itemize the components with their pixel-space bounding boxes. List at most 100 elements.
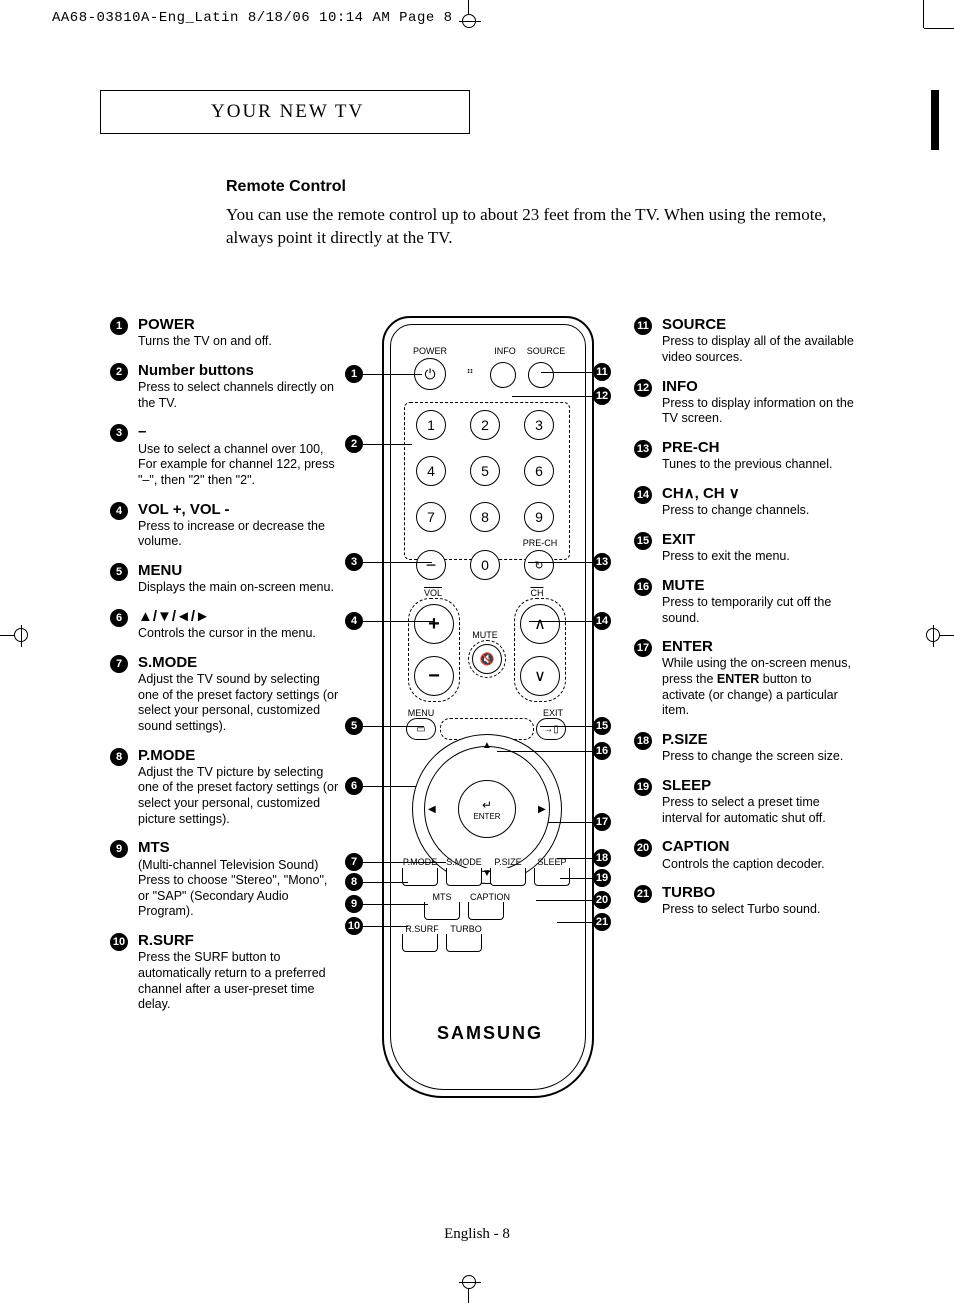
bullet-number: 7	[110, 655, 128, 673]
item-heading: S.MODE	[138, 654, 340, 671]
mute-label: MUTE	[470, 630, 500, 640]
callout-bullet: 16	[593, 742, 611, 760]
item-desc: Press to display all of the available vi…	[662, 334, 854, 365]
callout-line	[557, 922, 593, 923]
remote-illustration: SAMSUNG POWER INFO SOURCE ⏻ ⠶ 1 2 3 4 5 …	[368, 316, 608, 1100]
item-desc: Tunes to the previous channel.	[662, 457, 854, 473]
callout-bullet: 11	[593, 363, 611, 381]
crop-mark	[462, 14, 476, 28]
item-desc: (Multi-channel Television Sound) Press t…	[138, 858, 340, 921]
btn-6: 6	[524, 456, 554, 486]
list-item: 14CH∧, CH ∨Press to change channels.	[634, 485, 854, 519]
item-desc: Use to select a channel over 100, For ex…	[138, 442, 340, 489]
exit-button: →▯	[536, 718, 566, 740]
item-desc: Press to increase or decrease the volume…	[138, 519, 340, 550]
item-desc: Controls the cursor in the menu.	[138, 626, 340, 642]
arrow-left-icon: ◀	[428, 804, 436, 815]
item-heading: TURBO	[662, 884, 854, 901]
section-title: Remote Control	[226, 178, 346, 196]
list-item: 10R.SURFPress the SURF button to automat…	[110, 932, 340, 1013]
led-dots: ⠶	[456, 366, 484, 384]
turbo-button	[446, 934, 482, 952]
callout-bullet: 7	[345, 853, 363, 871]
bullet-number: 21	[634, 885, 652, 903]
callout-bullet: 18	[593, 849, 611, 867]
list-item: 16MUTEPress to temporarily cut off the s…	[634, 577, 854, 627]
list-item: 18P.SIZEPress to change the screen size.	[634, 731, 854, 765]
turbo-label: TURBO	[446, 924, 486, 934]
callout-bullet: 12	[593, 387, 611, 405]
left-column: 1POWERTurns the TV on and off.2Number bu…	[110, 316, 340, 1025]
ch-label: CH	[522, 588, 552, 598]
bullet-number: 8	[110, 748, 128, 766]
smode-label: S.MODE	[446, 857, 482, 867]
item-heading: VOL +, VOL -	[138, 501, 340, 518]
callout-bullet: 14	[593, 612, 611, 630]
item-heading: SOURCE	[662, 316, 854, 333]
smode-button	[446, 868, 482, 886]
item-desc: Press to exit the menu.	[662, 549, 854, 565]
chapter-title: YOUR NEW TV	[211, 101, 364, 123]
menu-button: ▭	[406, 718, 436, 740]
callout-line	[363, 621, 434, 622]
item-desc: While using the on-screen menus, press t…	[662, 656, 854, 719]
side-tab	[931, 90, 939, 150]
btn-7: 7	[416, 502, 446, 532]
vol-label: VOL	[418, 588, 448, 598]
item-heading: PRE-CH	[662, 439, 854, 456]
item-desc: Press to change the screen size.	[662, 749, 854, 765]
btn-4: 4	[416, 456, 446, 486]
source-button	[528, 362, 554, 388]
caption-label: CAPTION	[468, 892, 512, 902]
callout-line	[541, 372, 593, 373]
item-heading: MENU	[138, 562, 340, 579]
pmode-button	[402, 868, 438, 886]
list-item: 15 EXITPress to exit the menu.	[634, 531, 854, 565]
callout-line	[529, 621, 593, 622]
item-heading: EXIT	[662, 531, 854, 548]
crop-mark	[462, 1275, 476, 1289]
item-desc: Press the SURF button to automatically r…	[138, 950, 340, 1013]
page-footer: English - 8	[0, 1226, 954, 1243]
item-desc: Press to change channels.	[662, 503, 854, 519]
item-desc: Turns the TV on and off.	[138, 334, 340, 350]
bullet-number: 20	[634, 839, 652, 857]
item-heading: MUTE	[662, 577, 854, 594]
power-label: POWER	[410, 346, 450, 356]
list-item: 12INFOPress to display information on th…	[634, 378, 854, 428]
list-item: 11SOURCEPress to display all of the avai…	[634, 316, 854, 366]
list-item: 19SLEEPPress to select a preset time int…	[634, 777, 854, 827]
right-column: 11SOURCEPress to display all of the avai…	[634, 316, 854, 930]
page: AA68-03810A-Eng_Latin 8/18/06 10:14 AM P…	[0, 0, 954, 1303]
list-item: 8P.MODEAdjust the TV picture by selectin…	[110, 747, 340, 828]
list-item: 20CAPTIONControls the caption decoder.	[634, 838, 854, 872]
callout-bullet: 8	[345, 873, 363, 891]
callout-line	[363, 904, 428, 905]
btn-8: 8	[470, 502, 500, 532]
mts-button	[424, 902, 460, 920]
btn-2: 2	[470, 410, 500, 440]
psize-label: P.SIZE	[490, 857, 526, 867]
arrow-right-icon: ▶	[538, 804, 546, 815]
exit-label: EXIT	[538, 708, 568, 718]
list-item: 17ENTERWhile using the on-screen menus, …	[634, 638, 854, 719]
callout-line	[512, 396, 593, 397]
callout-line	[548, 822, 593, 823]
btn-dash: −	[416, 550, 446, 580]
bullet-number: 1	[110, 317, 128, 335]
sleep-button	[534, 868, 570, 886]
bullet-number: 9	[110, 840, 128, 858]
item-heading: MTS	[138, 839, 340, 856]
item-desc: Controls the caption decoder.	[662, 857, 854, 873]
callout-line	[363, 562, 432, 563]
bullet-number: 14	[634, 486, 652, 504]
bullet-number: 15	[634, 532, 652, 550]
callout-bullet: 13	[593, 553, 611, 571]
callout-line	[363, 926, 408, 927]
enter-button: ↵ ENTER	[458, 780, 516, 838]
item-heading: –	[138, 423, 340, 440]
callout-bullet: 2	[345, 435, 363, 453]
vol-up: +	[414, 604, 454, 644]
callout-line	[557, 858, 593, 859]
item-desc: Press to temporarily cut off the sound.	[662, 595, 854, 626]
